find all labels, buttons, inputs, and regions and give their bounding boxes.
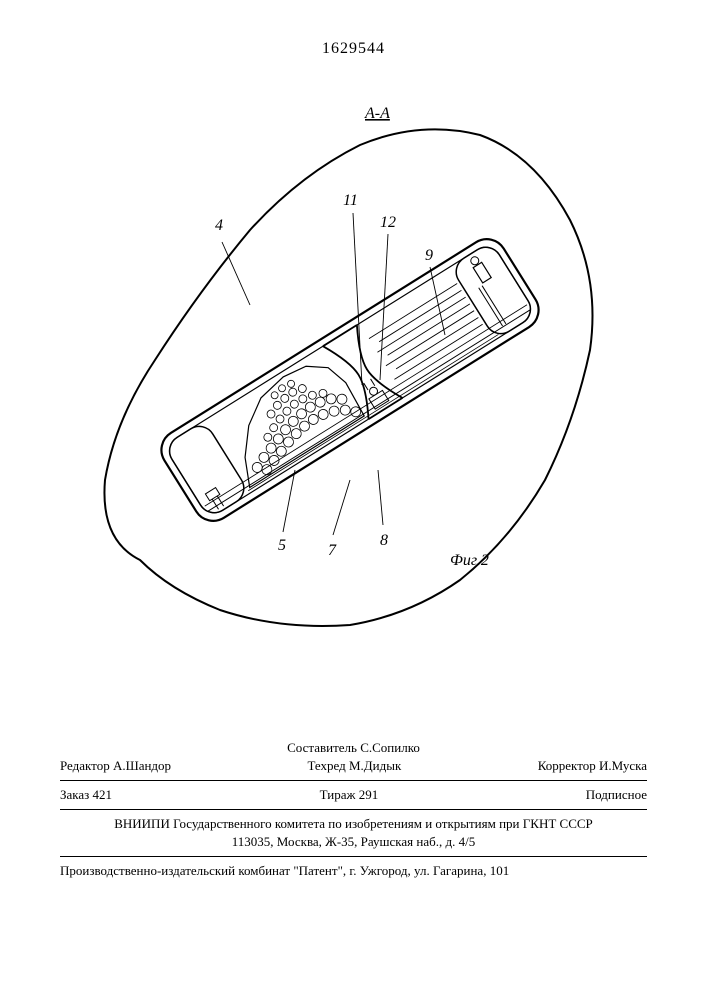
- callout-7: 7: [328, 542, 337, 559]
- corrector: Корректор И.Муска: [538, 758, 647, 774]
- org-line-2: 113035, Москва, Ж-35, Раушская наб., д. …: [60, 834, 647, 850]
- subscription: Подписное: [586, 787, 647, 803]
- callout-9: 9: [425, 247, 433, 264]
- figure-svg: 4 5 7 8 9 11 12 А-А Фиг.2: [60, 80, 647, 700]
- corrector-label: Корректор: [538, 758, 596, 773]
- editor-name: А.Шандор: [113, 758, 171, 773]
- divider-2: [60, 809, 647, 810]
- ore-fragments: [223, 356, 364, 480]
- techred-label: Техред: [307, 758, 345, 773]
- techred: Техред М.Дидык: [307, 758, 401, 774]
- figure-caption: Фиг.2: [450, 552, 489, 569]
- section-label: А-А: [364, 105, 390, 122]
- callout-12: 12: [380, 214, 396, 231]
- document-number: 1629544: [0, 40, 707, 58]
- press-line: Производственно-издательский комбинат "П…: [60, 863, 647, 879]
- right-mechanism: [463, 255, 516, 326]
- credits-row: Редактор А.Шандор Техред М.Дидык Коррект…: [60, 758, 647, 774]
- order-row: Заказ 421 Тираж 291 Подписное: [60, 787, 647, 803]
- compiler-line: Составитель С.Сопилко: [60, 740, 647, 756]
- divider-1: [60, 780, 647, 781]
- callout-11: 11: [343, 192, 358, 209]
- footer: Составитель С.Сопилко Редактор А.Шандор …: [60, 740, 647, 881]
- editor: Редактор А.Шандор: [60, 758, 171, 774]
- techred-name: М.Дидык: [349, 758, 401, 773]
- callout-5: 5: [278, 537, 286, 554]
- tirage: Тираж 291: [320, 787, 379, 803]
- order-number: Заказ 421: [60, 787, 112, 803]
- callout-8: 8: [380, 532, 388, 549]
- org-line-1: ВНИИПИ Государственного комитета по изоб…: [60, 816, 647, 832]
- corrector-name: И.Муска: [599, 758, 647, 773]
- editor-label: Редактор: [60, 758, 110, 773]
- divider-3: [60, 856, 647, 857]
- callout-4: 4: [215, 217, 223, 234]
- figure-2: 4 5 7 8 9 11 12 А-А Фиг.2: [60, 80, 647, 700]
